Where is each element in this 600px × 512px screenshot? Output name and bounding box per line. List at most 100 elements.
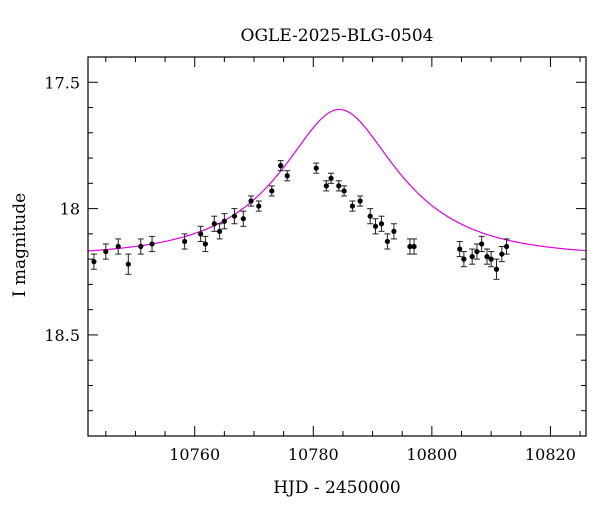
point-marker (372, 223, 379, 229)
point-marker (469, 254, 475, 260)
point-marker (125, 261, 131, 267)
point-marker (349, 203, 356, 209)
point-marker (221, 218, 227, 224)
data-point (341, 185, 348, 197)
data-point (216, 223, 223, 240)
data-point (372, 218, 379, 235)
data-point (202, 235, 209, 253)
data-point (137, 238, 144, 255)
data-point (323, 180, 330, 192)
point-marker (231, 213, 238, 219)
data-point (460, 251, 467, 268)
data-point (493, 258, 500, 280)
point-marker (313, 165, 319, 171)
data-point (473, 243, 480, 260)
x-tick-label: 10800 (406, 445, 457, 464)
data-point (456, 240, 463, 258)
data-point (102, 243, 109, 260)
point-marker (211, 221, 217, 227)
data-point (349, 200, 356, 212)
model-line (87, 108, 587, 252)
data-point (231, 208, 238, 225)
chart-title: OGLE-2025-BLG-0504 (241, 26, 434, 46)
x-tick-label: 10760 (169, 445, 220, 464)
data-point (211, 215, 218, 232)
data-point (367, 208, 374, 225)
x-tick-label: 10820 (525, 445, 576, 464)
data-point (90, 253, 97, 270)
data-point (277, 160, 284, 172)
point-marker (411, 243, 417, 250)
y-axis-label: I magnitude (10, 193, 30, 297)
data-point (411, 238, 418, 255)
point-marker (149, 241, 155, 247)
data-point (284, 170, 291, 182)
data-point (483, 248, 490, 265)
point-marker (391, 228, 397, 234)
point-marker (474, 248, 480, 255)
y-tick-label: 18.5 (44, 326, 80, 345)
point-marker (284, 173, 290, 179)
data-point (248, 195, 255, 207)
point-marker (269, 188, 275, 194)
data-point (125, 253, 132, 275)
point-marker (328, 175, 334, 181)
data-point (357, 195, 364, 207)
data-point (115, 238, 122, 255)
point-marker (138, 243, 144, 250)
data-point (503, 238, 510, 255)
point-marker (91, 259, 97, 265)
point-marker (493, 266, 500, 272)
x-tick-label: 10780 (288, 445, 339, 464)
point-marker (115, 243, 121, 250)
point-marker (256, 203, 262, 209)
point-marker (407, 243, 413, 250)
data-point (197, 225, 204, 242)
point-marker (461, 256, 467, 262)
x-axis-label: HJD - 2450000 (273, 478, 401, 498)
axis-ticks: 10760 10780 10800 10820 17.5 18 18.5 (44, 56, 586, 464)
plot-frame (87, 56, 587, 437)
data-point (313, 162, 320, 174)
point-marker (384, 238, 390, 245)
point-marker (378, 221, 385, 227)
point-marker (457, 246, 463, 252)
point-marker (103, 248, 109, 255)
point-marker (367, 213, 373, 219)
data-point (378, 215, 385, 232)
y-tick-label: 17.5 (44, 73, 80, 92)
data-point (488, 251, 495, 268)
data-point (390, 223, 397, 240)
data-point (328, 172, 335, 184)
point-marker (217, 228, 223, 234)
data-point (469, 248, 476, 265)
data-point (335, 180, 342, 192)
point-marker (182, 238, 188, 245)
point-marker (336, 183, 342, 189)
point-marker (503, 243, 510, 250)
y-tick-label: 18 (60, 200, 80, 219)
point-marker (240, 216, 246, 222)
point-marker (499, 251, 505, 257)
point-marker (357, 198, 363, 204)
data-point (181, 233, 188, 250)
data-point (478, 235, 485, 253)
data-point (268, 185, 275, 197)
data-point (240, 210, 247, 227)
data-point (149, 235, 156, 253)
point-marker (484, 254, 490, 260)
data-points (90, 160, 510, 280)
point-marker (341, 188, 347, 194)
data-point (255, 200, 262, 212)
model-curve (87, 108, 587, 252)
point-marker (248, 198, 254, 204)
data-point (221, 213, 228, 230)
data-point (498, 246, 505, 263)
point-marker (198, 231, 204, 237)
point-marker (278, 163, 284, 169)
point-marker (479, 241, 485, 247)
point-marker (488, 256, 494, 262)
point-marker (202, 241, 208, 247)
point-marker (323, 183, 329, 189)
